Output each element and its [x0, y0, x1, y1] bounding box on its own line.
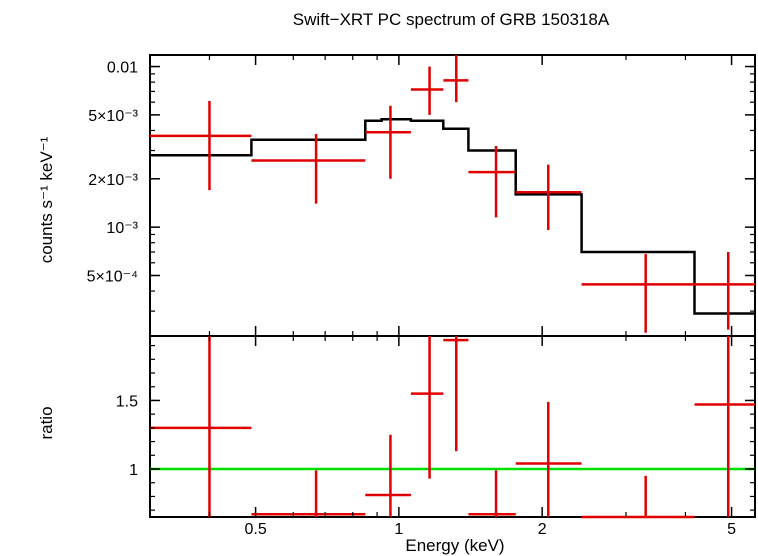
ratio-panel: 1 1.5 0.5 1 2 5 — [116, 335, 756, 538]
data-point — [150, 336, 252, 517]
data-point — [150, 101, 252, 191]
data-point — [251, 134, 366, 204]
data-point — [410, 336, 444, 479]
data-point — [468, 470, 516, 517]
y-tick-label: 2×10⁻³ — [88, 172, 138, 189]
data-point — [443, 336, 469, 452]
data-point — [468, 146, 516, 218]
model-step-line — [150, 117, 755, 315]
x-tick-label: 2 — [538, 521, 547, 538]
spectrum-panel: 0.01 5×10⁻³ 2×10⁻³ 10⁻³ 5×10⁻⁴ — [87, 54, 756, 337]
data-point — [694, 336, 755, 517]
x-axis-label: Energy (keV) — [405, 536, 504, 555]
y-tick-label: 5×10⁻⁴ — [87, 268, 138, 285]
data-point — [581, 475, 695, 519]
data-point — [365, 434, 411, 517]
panel-frame — [149, 335, 756, 518]
data-point — [581, 254, 695, 333]
data-point — [443, 55, 469, 103]
y-tick-label: 5×10⁻³ — [88, 108, 138, 125]
panel-frame — [149, 54, 756, 337]
data-point — [251, 470, 366, 517]
data-point — [365, 105, 411, 179]
y-tick-label: 10⁻³ — [106, 220, 138, 237]
chart-title: Swift−XRT PC spectrum of GRB 150318A — [293, 10, 610, 29]
y-tick-label: 1.5 — [116, 393, 138, 410]
y-axis-label-ratio: ratio — [37, 406, 56, 439]
data-point — [515, 401, 582, 517]
y-tick-label: 0.01 — [107, 60, 138, 77]
data-point — [694, 252, 755, 330]
y-tick-label: 1 — [129, 462, 138, 479]
x-tick-label: 0.5 — [244, 521, 266, 538]
x-tick-label: 1 — [394, 521, 403, 538]
data-point — [515, 164, 582, 230]
data-point — [410, 66, 444, 115]
y-axis-label-spectrum: counts s⁻¹ keV⁻¹ — [37, 136, 56, 263]
x-tick-label: 5 — [727, 521, 736, 538]
